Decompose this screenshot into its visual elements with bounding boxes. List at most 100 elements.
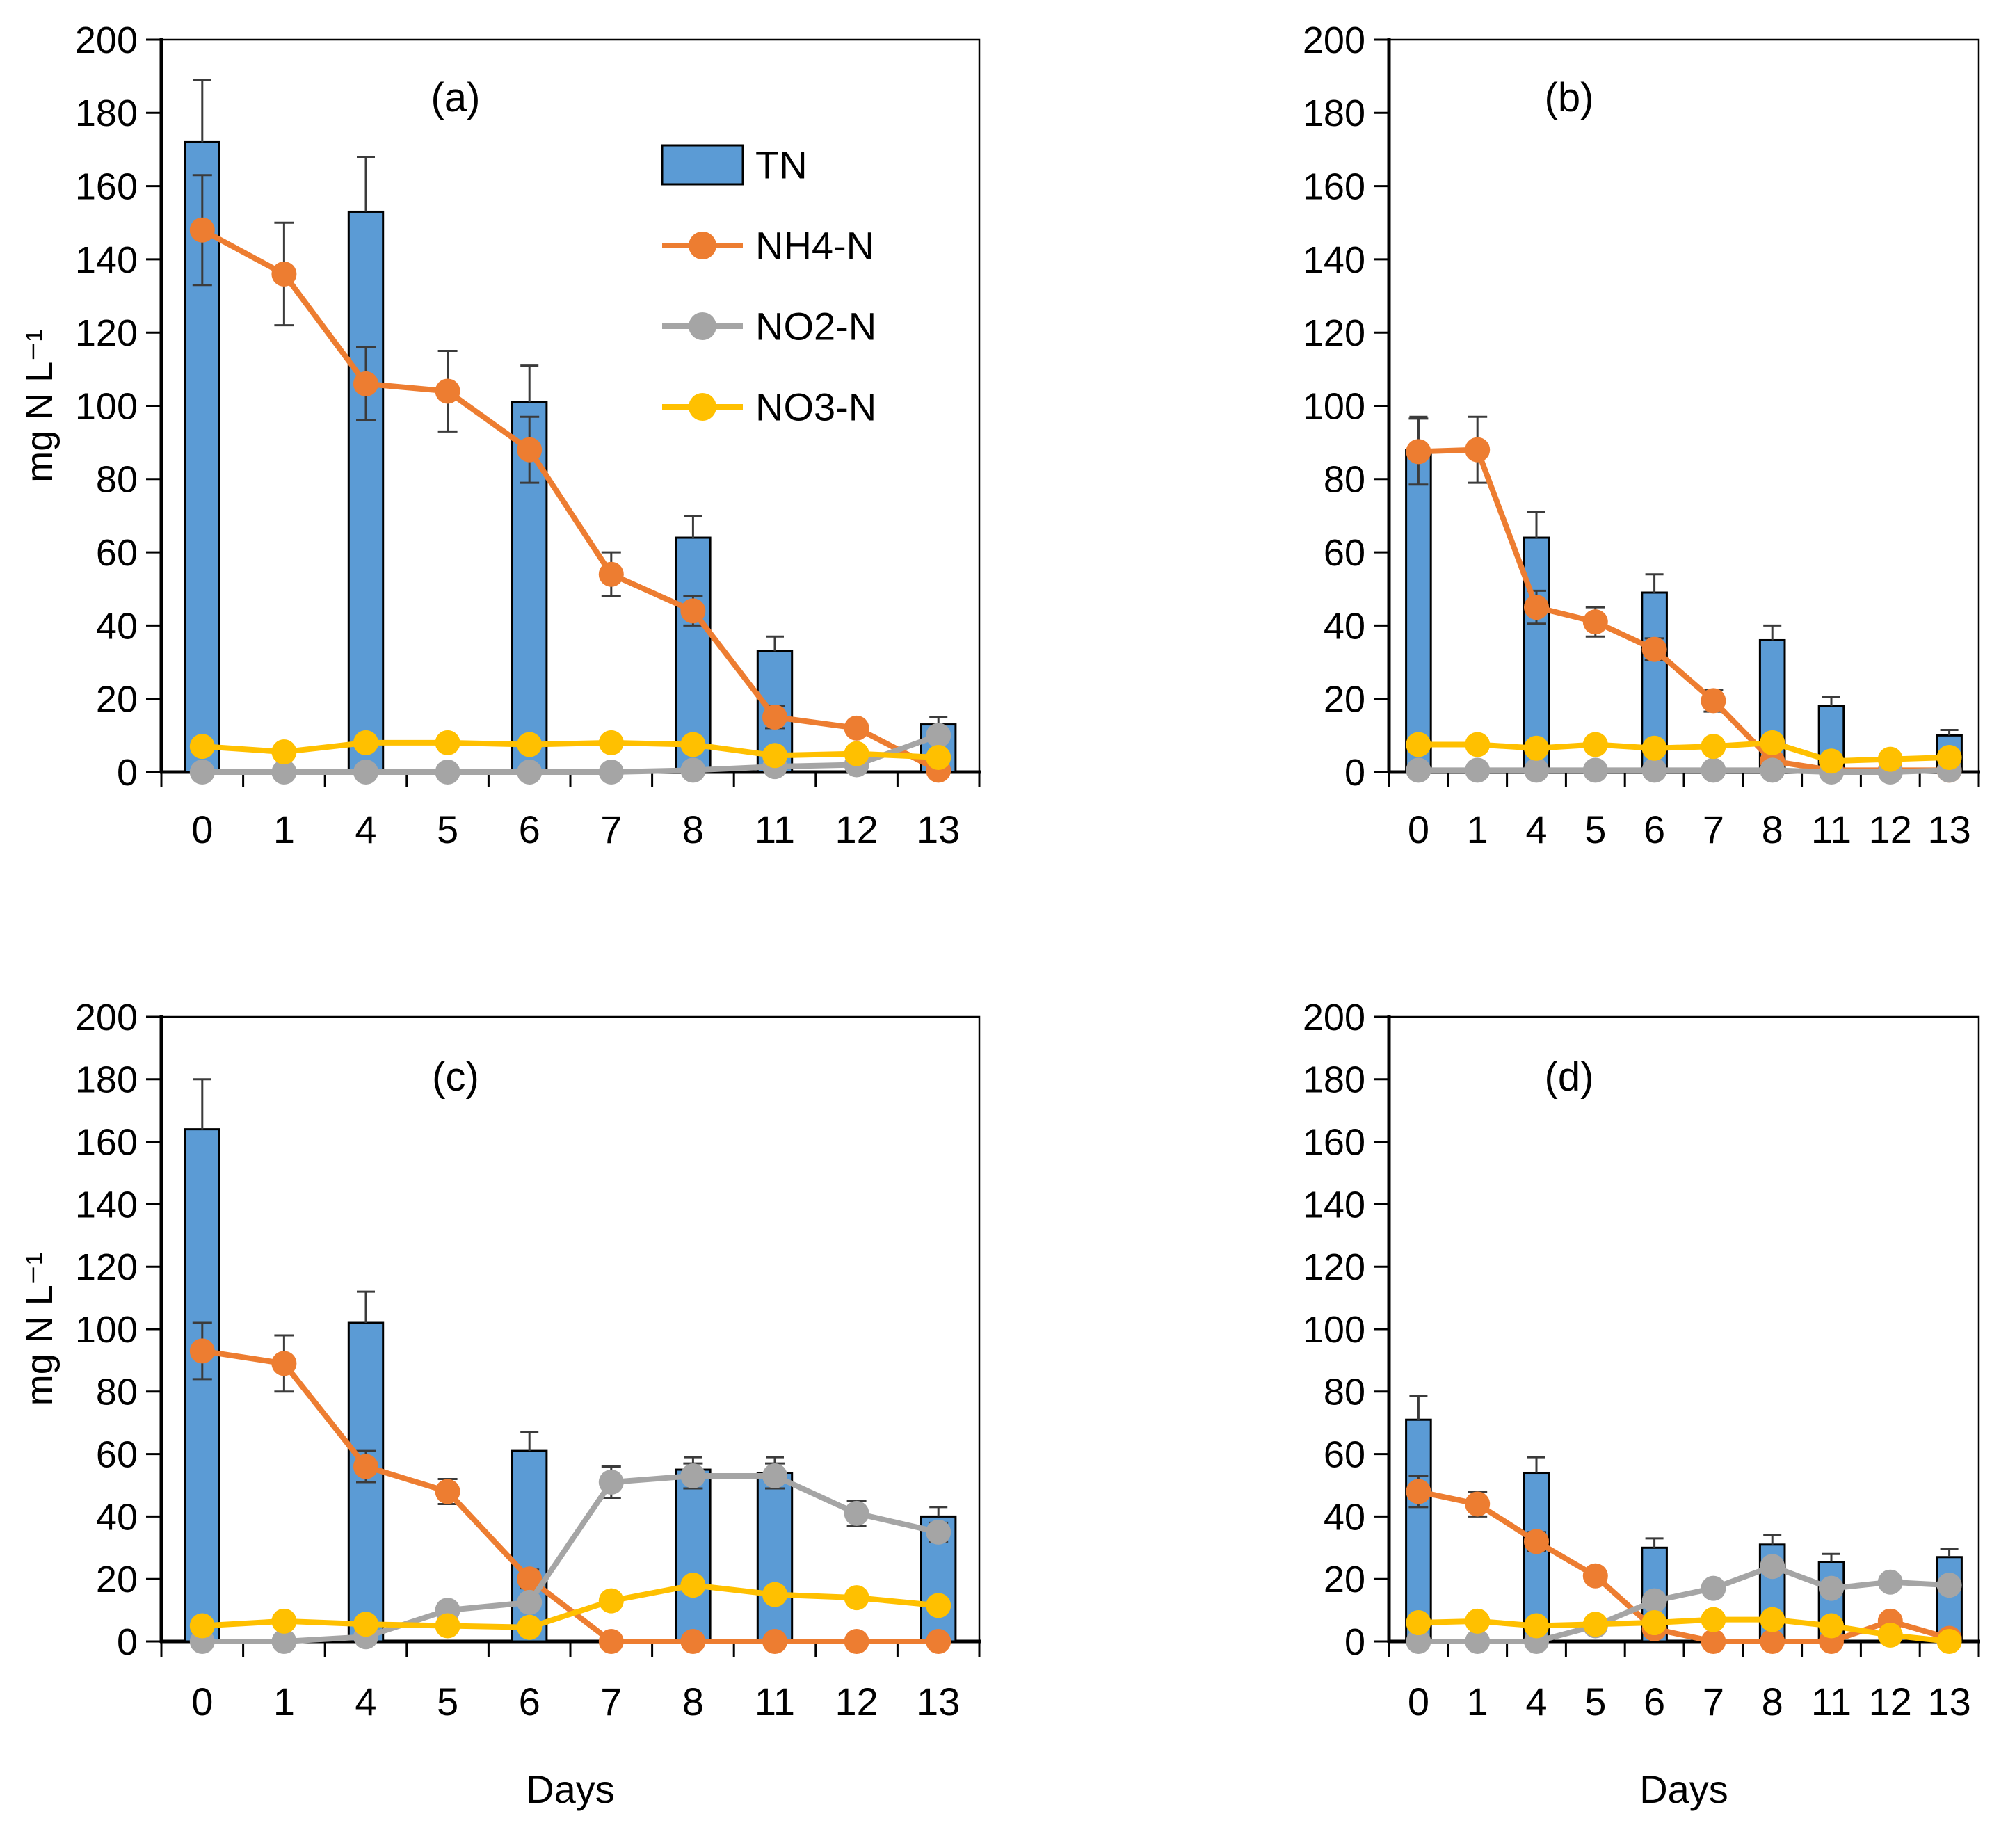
x-tick-label: 6 — [1644, 1680, 1665, 1724]
y-tick-label: 180 — [75, 93, 138, 134]
marker-no3-day11 — [762, 1582, 787, 1607]
bar-tn-day0 — [184, 1128, 220, 1643]
marker-no2-day5 — [1582, 757, 1608, 783]
panel-a: 0 20 40 60 80 100 120 140 160 180 200 0 1 4 5 6 7 8 11 12 13… — [0, 0, 996, 925]
bar-tn-day4 — [347, 210, 385, 773]
plot-border — [160, 1015, 981, 1643]
nh4-line — [1418, 447, 1950, 773]
marker-nh4-day11 — [762, 1629, 787, 1654]
x-tick-label: 11 — [1811, 1680, 1852, 1724]
x-tick-label: 12 — [835, 1680, 878, 1724]
x-tick-label: 12 — [1869, 1680, 1912, 1724]
x-tick-label: 4 — [355, 808, 376, 851]
plot-border — [1388, 38, 1980, 773]
marker-no2-day5 — [435, 760, 460, 785]
marker-nh4-day7 — [1701, 1629, 1726, 1654]
y-tick-label: 100 — [1303, 385, 1365, 427]
marker-nh4-day6 — [1641, 636, 1667, 662]
marker-nh4-day4 — [1524, 595, 1549, 620]
marker-no2-day0 — [1406, 757, 1431, 783]
no3-line — [1418, 1616, 1950, 1644]
y-tick-label: 20 — [1324, 1559, 1365, 1600]
y-tick-label: 80 — [1324, 459, 1365, 501]
marker-no3-day1 — [1465, 732, 1491, 757]
marker-no3-day5 — [1582, 732, 1608, 757]
y-tick-label: 140 — [75, 239, 138, 281]
y-tick-label: 160 — [1303, 1122, 1365, 1164]
marker-nh4-day0 — [1406, 439, 1431, 465]
legend-swatch-tn — [661, 144, 744, 186]
x-tick-label: 1 — [273, 1680, 295, 1724]
marker-no3-day0 — [189, 734, 215, 760]
marker-nh4-day1 — [1465, 1491, 1491, 1517]
marker-no3-day1 — [1465, 1608, 1491, 1634]
y-axis-title: mg N L⁻¹ — [19, 329, 61, 483]
y-tick-label: 120 — [1303, 1246, 1365, 1288]
y-tick-label: 160 — [75, 1122, 138, 1164]
x-tick-label: 4 — [1525, 808, 1547, 851]
marker-nh4-day12 — [844, 1629, 869, 1654]
panel-title: (c) — [432, 1054, 479, 1100]
marker-nh4-day0 — [189, 1338, 215, 1364]
x-tick-label: 7 — [1703, 1680, 1724, 1724]
marker-nh4-day7 — [598, 561, 624, 587]
marker-nh4-day6 — [517, 437, 543, 463]
x-tick-label: 6 — [1644, 808, 1665, 851]
no3-line — [202, 1582, 939, 1630]
y-tick-label: 80 — [96, 459, 138, 501]
marker-no3-day5 — [435, 1613, 460, 1639]
bar-tn-day0 — [1405, 449, 1432, 773]
marker-no3-day11 — [1819, 1613, 1844, 1639]
marker-no2-day0 — [1406, 1629, 1431, 1654]
y-tick-label: 180 — [75, 1059, 138, 1101]
marker-nh4-day4 — [353, 1454, 378, 1479]
y-tick-label: 80 — [1324, 1372, 1365, 1413]
x-tick-label: 5 — [437, 808, 458, 851]
marker-nh4-day8 — [680, 598, 706, 624]
nh4-line — [200, 227, 940, 773]
x-tick-label: 8 — [682, 1680, 704, 1724]
panel-a-chart: 0 20 40 60 80 100 120 140 160 180 200 0 1 4 5 6 7 8 11 12 13… — [19, 19, 981, 851]
marker-no3-day7 — [1701, 734, 1726, 760]
marker-no3-day6 — [1641, 1610, 1667, 1636]
x-tick-label: 5 — [1584, 1680, 1606, 1724]
bar-tn-day0 — [1405, 1418, 1432, 1643]
bar-tn-day8 — [675, 1468, 712, 1643]
bar-tn-day11 — [756, 1472, 794, 1643]
x-tick-label: 13 — [1927, 808, 1970, 851]
marker-nh4-day8 — [680, 1629, 706, 1654]
marker-no2-day6 — [517, 1589, 543, 1615]
no2-line — [202, 732, 940, 775]
marker-no2-day1 — [271, 1629, 297, 1654]
x-tick-label: 8 — [682, 808, 704, 851]
marker-no2-day11 — [762, 1463, 787, 1489]
marker-no2-day13 — [926, 723, 951, 748]
marker-no2-day1 — [271, 760, 297, 785]
legend-label-tn: TN — [755, 143, 808, 187]
marker-no3-day1 — [271, 739, 297, 765]
marker-no2-day4 — [1524, 757, 1549, 783]
y-tick-label: 160 — [75, 166, 138, 208]
no3-line — [1418, 739, 1950, 764]
marker-nh4-day0 — [1406, 1479, 1431, 1504]
y-axis-title: mg N L⁻¹ — [19, 1253, 61, 1406]
x-tick-label: 12 — [1869, 808, 1912, 851]
no2-line — [1418, 767, 1950, 775]
x-tick-label: 4 — [355, 1680, 376, 1724]
marker-no2-day0 — [189, 760, 215, 785]
legend-marker-nh4 — [689, 232, 716, 259]
marker-nh4-day12 — [844, 715, 869, 741]
x-tick-label: 4 — [1525, 1680, 1547, 1724]
x-tick-label: 13 — [917, 808, 960, 851]
y-tick-label: 20 — [96, 679, 138, 721]
marker-no3-day12 — [844, 1585, 869, 1611]
marker-no3-day4 — [1524, 1613, 1549, 1639]
marker-no2-day8 — [680, 757, 706, 783]
x-tick-label: 1 — [1467, 808, 1488, 851]
marker-no3-day5 — [1582, 1612, 1608, 1637]
marker-nh4-day5 — [435, 378, 460, 404]
y-tick-label: 60 — [96, 532, 138, 574]
marker-nh4-day1 — [1465, 437, 1491, 463]
y-tick-label: 180 — [1303, 1059, 1365, 1101]
